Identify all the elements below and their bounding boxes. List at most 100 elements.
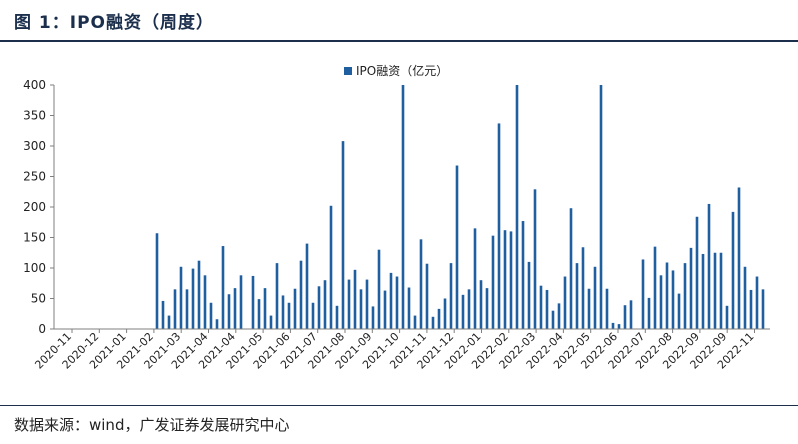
bar: [257, 299, 261, 329]
bar: [455, 165, 459, 329]
bar: [629, 300, 633, 329]
bar: [161, 300, 165, 329]
bar: [659, 275, 663, 329]
bar: [485, 288, 489, 329]
y-tick-label: 400: [23, 78, 46, 92]
bar: [425, 263, 429, 329]
figure-title: 图 1：IPO融资（周度）: [14, 13, 214, 33]
bar: [731, 211, 735, 329]
bar: [215, 319, 219, 329]
chart-area: IPO融资（亿元） 0 50 100 150 200 250 300 350 400 2020-…: [0, 42, 798, 404]
bar: [467, 289, 471, 329]
bar: [743, 266, 747, 329]
bar: [737, 187, 741, 329]
x-axis-ticks: 2020-112020-122021-012021-022021-032021-…: [32, 329, 757, 372]
bar: [479, 280, 483, 329]
bar: [623, 305, 627, 329]
bar: [353, 269, 357, 329]
bar: [653, 246, 657, 329]
y-tick-label: 200: [23, 200, 46, 214]
bar: [269, 315, 273, 329]
bar: [551, 310, 555, 329]
bar: [707, 203, 711, 329]
bar: [515, 85, 519, 329]
bar: [491, 235, 495, 329]
bar: [611, 322, 615, 329]
bar: [311, 302, 315, 329]
bar: [521, 221, 525, 329]
bar: [761, 289, 765, 329]
y-axis-ticks: 0 50 100 150 200 250 300 350 400: [23, 78, 54, 336]
bar: [239, 275, 243, 329]
bar: [227, 294, 231, 329]
y-tick-label: 150: [23, 231, 46, 245]
bar: [431, 316, 435, 329]
bar: [605, 288, 609, 329]
bar: [587, 288, 591, 329]
y-tick-label: 250: [23, 170, 46, 184]
bar: [581, 247, 585, 329]
bar: [317, 286, 321, 329]
bar: [407, 287, 411, 329]
title-divider: [0, 40, 798, 42]
data-source-note: 数据来源：wind，广发证券发展研究中心: [14, 416, 290, 434]
bar: [299, 260, 303, 329]
bar: [755, 276, 759, 329]
bar: [419, 239, 423, 329]
ipo-bar-chart: IPO融资（亿元） 0 50 100 150 200 250 300 350 400 2020-…: [23, 63, 770, 372]
bar: [233, 288, 237, 329]
bar: [197, 260, 201, 329]
bar: [167, 315, 171, 329]
bar: [203, 275, 207, 329]
y-tick-label: 300: [23, 139, 46, 153]
bar: [305, 243, 309, 329]
bar: [575, 263, 579, 329]
bar: [191, 268, 195, 329]
y-tick-label: 350: [23, 109, 46, 123]
bar: [179, 266, 183, 329]
bar: [497, 123, 501, 330]
bar: [155, 233, 159, 329]
bar: [725, 305, 729, 329]
bar: [647, 297, 651, 329]
bar: [389, 272, 393, 329]
bar: [335, 305, 339, 329]
bar: [557, 303, 561, 329]
bar-series: [155, 85, 765, 330]
bar: [377, 249, 381, 329]
bar: [173, 289, 177, 329]
bar: [209, 302, 213, 329]
y-tick-label: 100: [23, 261, 46, 275]
bar: [527, 261, 531, 329]
y-tick-label: 50: [31, 292, 46, 306]
bar: [323, 280, 327, 329]
bar: [443, 298, 447, 329]
bar: [461, 294, 465, 329]
bar: [341, 141, 345, 329]
bar: [533, 189, 537, 329]
bar: [617, 324, 621, 329]
bar: [569, 208, 573, 329]
bar: [287, 302, 291, 329]
bar: [275, 263, 279, 329]
bar: [593, 266, 597, 329]
bar: [539, 285, 543, 329]
bar: [671, 270, 675, 329]
bar: [563, 276, 567, 329]
bar: [347, 279, 351, 329]
bar: [281, 295, 285, 329]
source-divider: [0, 405, 798, 406]
bar: [359, 289, 363, 329]
bar: [371, 306, 375, 329]
bar: [641, 259, 645, 329]
bar: [503, 230, 507, 329]
bar: [413, 315, 417, 329]
bar: [401, 85, 405, 329]
bar: [449, 263, 453, 329]
bar: [221, 246, 225, 329]
bar: [683, 263, 687, 329]
bar: [329, 205, 333, 329]
bar: [263, 288, 267, 329]
bar: [383, 290, 387, 329]
bar: [719, 252, 723, 329]
